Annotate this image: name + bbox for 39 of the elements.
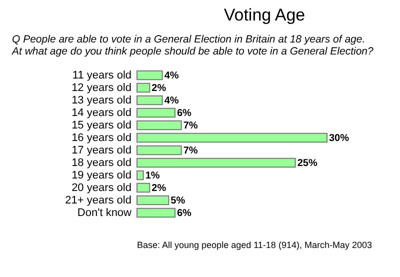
data-label: 2% <box>152 182 166 194</box>
y-tick-label: 20 years old <box>72 182 132 194</box>
y-tick-label: Don't know <box>77 206 132 219</box>
data-label: 4% <box>164 70 179 82</box>
bar <box>136 95 163 106</box>
y-tick-label: 11 years old <box>72 69 132 82</box>
bar <box>136 108 176 118</box>
chart-subtitle: Q People are able to vote in a General Election in Britain at 18 years of age. At what age do you think people should be able to vote in a General Election? <box>11 33 374 58</box>
y-tick-label: 16 years old <box>72 132 132 144</box>
y-tick-label: 18 years old <box>72 156 132 169</box>
data-label: 4% <box>164 95 179 106</box>
data-label: 5% <box>170 195 186 206</box>
bar <box>136 132 328 143</box>
bar <box>136 170 144 180</box>
bar <box>136 82 150 93</box>
data-label: 1% <box>145 170 160 182</box>
bar <box>136 182 150 193</box>
chart-title: Voting Age <box>224 5 306 24</box>
bar <box>136 195 170 206</box>
data-label: 30% <box>329 132 350 144</box>
bar <box>136 120 182 130</box>
data-label: 6% <box>177 208 192 219</box>
data-label: 7% <box>183 145 198 156</box>
y-tick-label: 17 years old <box>72 144 132 156</box>
data-label: 6% <box>177 108 192 119</box>
data-label: 25% <box>297 158 318 169</box>
data-label: 2% <box>152 82 166 94</box>
y-tick-label: 14 years old <box>72 106 132 119</box>
text: Base: All young people aged 11-18 (914), March-May 2003 <box>137 240 372 250</box>
bar <box>136 70 163 80</box>
bar <box>136 208 176 218</box>
data-label: 7% <box>183 120 198 132</box>
bar <box>136 145 182 156</box>
y-tick-label: 15 years old <box>72 119 132 132</box>
y-tick-label: 19 years old <box>72 169 132 182</box>
y-tick-label: 13 years old <box>72 94 132 106</box>
bar <box>136 158 296 168</box>
y-tick-label: 12 years old <box>72 82 132 94</box>
y-tick-label: 21+ years old <box>65 194 132 206</box>
